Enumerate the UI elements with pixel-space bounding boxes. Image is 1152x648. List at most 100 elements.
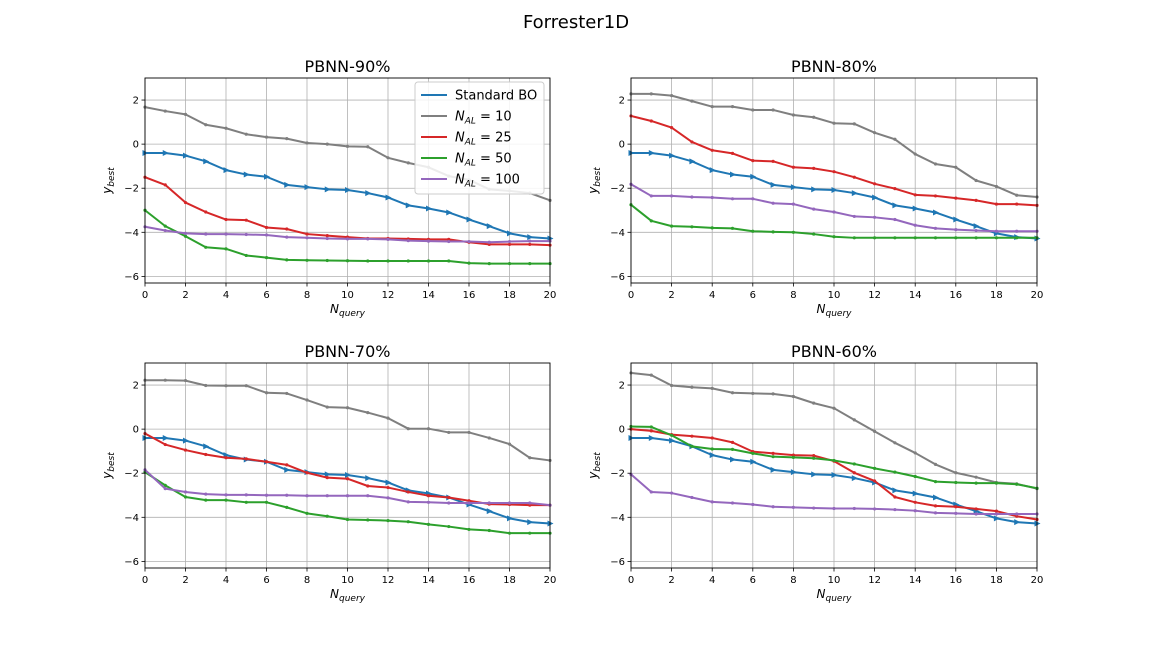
data-point-n10 (224, 384, 228, 388)
x-tick-label: 2 (182, 575, 188, 586)
data-point-n100 (406, 239, 410, 243)
data-point-n10 (264, 391, 269, 395)
data-point-standard_bo (385, 479, 392, 486)
x-tick-label: 18 (503, 290, 516, 301)
subplot-title: PBNN-70% (305, 342, 391, 361)
data-point-n100 (791, 202, 796, 206)
data-point-n50 (690, 225, 694, 229)
data-point-n100 (852, 214, 856, 219)
y-tick-label: 2 (619, 381, 625, 392)
y-tick-label: −4 (124, 513, 139, 524)
data-point-standard_bo (730, 171, 736, 178)
data-point-n50 (690, 444, 694, 448)
data-point-n25 (285, 227, 289, 231)
data-point-n10 (183, 112, 188, 116)
data-point-n10 (852, 418, 856, 422)
data-point-n50 (832, 235, 836, 239)
data-point-n25 (690, 434, 694, 438)
data-point-standard_bo (912, 490, 919, 497)
x-tick-label: 10 (341, 290, 354, 301)
data-point-n25 (852, 471, 856, 475)
data-point-n50 (264, 256, 269, 260)
data-point-n100 (954, 511, 958, 515)
data-point-n100 (710, 500, 714, 504)
x-tick-label: 14 (422, 290, 435, 301)
data-point-n100 (873, 507, 877, 511)
data-point-n50 (224, 498, 228, 502)
data-point-n50 (386, 519, 390, 523)
x-tick-label: 16 (463, 575, 476, 586)
data-point-n100 (204, 492, 208, 496)
data-point-n10 (345, 406, 350, 410)
data-point-standard_bo (933, 209, 939, 216)
data-point-standard_bo (709, 452, 716, 459)
data-point-standard_bo (811, 471, 818, 478)
data-point-n25 (305, 471, 309, 475)
data-point-n50 (345, 259, 350, 263)
x-tick-label: 12 (382, 290, 395, 301)
data-point-n100 (812, 207, 816, 211)
x-tick-label: 18 (990, 575, 1003, 586)
data-point-n10 (751, 108, 755, 112)
data-point-n100 (325, 494, 329, 498)
data-point-n10 (933, 462, 938, 466)
data-point-standard_bo (628, 149, 635, 156)
data-point-standard_bo (142, 149, 149, 156)
data-point-n100 (852, 506, 856, 511)
data-point-n50 (913, 236, 917, 240)
data-point-n10 (893, 137, 897, 141)
data-point-n25 (426, 494, 431, 498)
data-point-n25 (447, 237, 451, 241)
y-tick-label: −2 (610, 184, 625, 195)
data-point-n50 (933, 236, 938, 240)
data-point-n10 (224, 126, 228, 130)
data-point-n100 (791, 505, 796, 509)
data-point-standard_bo (183, 437, 189, 444)
data-point-n10 (163, 378, 167, 382)
y-tick-label: −6 (610, 557, 625, 568)
data-point-standard_bo (527, 519, 534, 526)
data-point-n100 (933, 226, 938, 230)
data-point-n10 (264, 135, 269, 139)
data-point-n10 (791, 113, 796, 117)
data-point-n100 (913, 509, 917, 513)
data-point-n50 (447, 524, 451, 529)
data-point-n50 (954, 236, 958, 240)
data-point-n100 (873, 215, 877, 219)
data-point-standard_bo (689, 158, 696, 165)
data-point-n100 (305, 236, 309, 240)
data-point-n50 (204, 245, 208, 249)
data-point-n100 (994, 229, 999, 233)
data-point-standard_bo (162, 149, 169, 156)
data-point-n25 (812, 166, 816, 170)
x-tick-label: 0 (628, 575, 634, 586)
data-point-n100 (690, 495, 694, 500)
data-point-n25 (264, 225, 269, 230)
x-tick-label: 14 (422, 575, 435, 586)
data-point-standard_bo (203, 158, 210, 165)
data-point-n10 (183, 379, 188, 383)
data-point-n50 (873, 466, 877, 470)
data-point-n100 (771, 201, 775, 205)
data-point-n25 (994, 202, 999, 206)
data-point-n25 (285, 463, 289, 467)
data-point-n100 (832, 506, 836, 511)
data-point-n100 (366, 237, 370, 241)
legend-label-n10: NAL = 10 (455, 110, 512, 127)
data-point-n100 (426, 239, 431, 243)
x-axis-label: Nquery (817, 587, 853, 604)
data-point-n10 (690, 385, 694, 389)
x-tick-label: 4 (223, 290, 229, 301)
y-tick-label: −4 (610, 228, 625, 239)
x-tick-label: 4 (223, 575, 229, 586)
data-point-n25 (366, 484, 370, 488)
data-point-n10 (447, 430, 451, 435)
y-axis-label: ybest (100, 167, 117, 195)
data-point-n50 (1015, 236, 1019, 240)
data-point-n10 (852, 122, 856, 126)
y-tick-label: −4 (124, 228, 139, 239)
data-point-n10 (933, 162, 938, 166)
data-point-standard_bo (486, 223, 493, 230)
subplot-3: PBNN-70% 0 2 4 6 8 10 12 14 16 18 20 −6 −4 −2 0 2 Nquery y… (100, 342, 556, 604)
